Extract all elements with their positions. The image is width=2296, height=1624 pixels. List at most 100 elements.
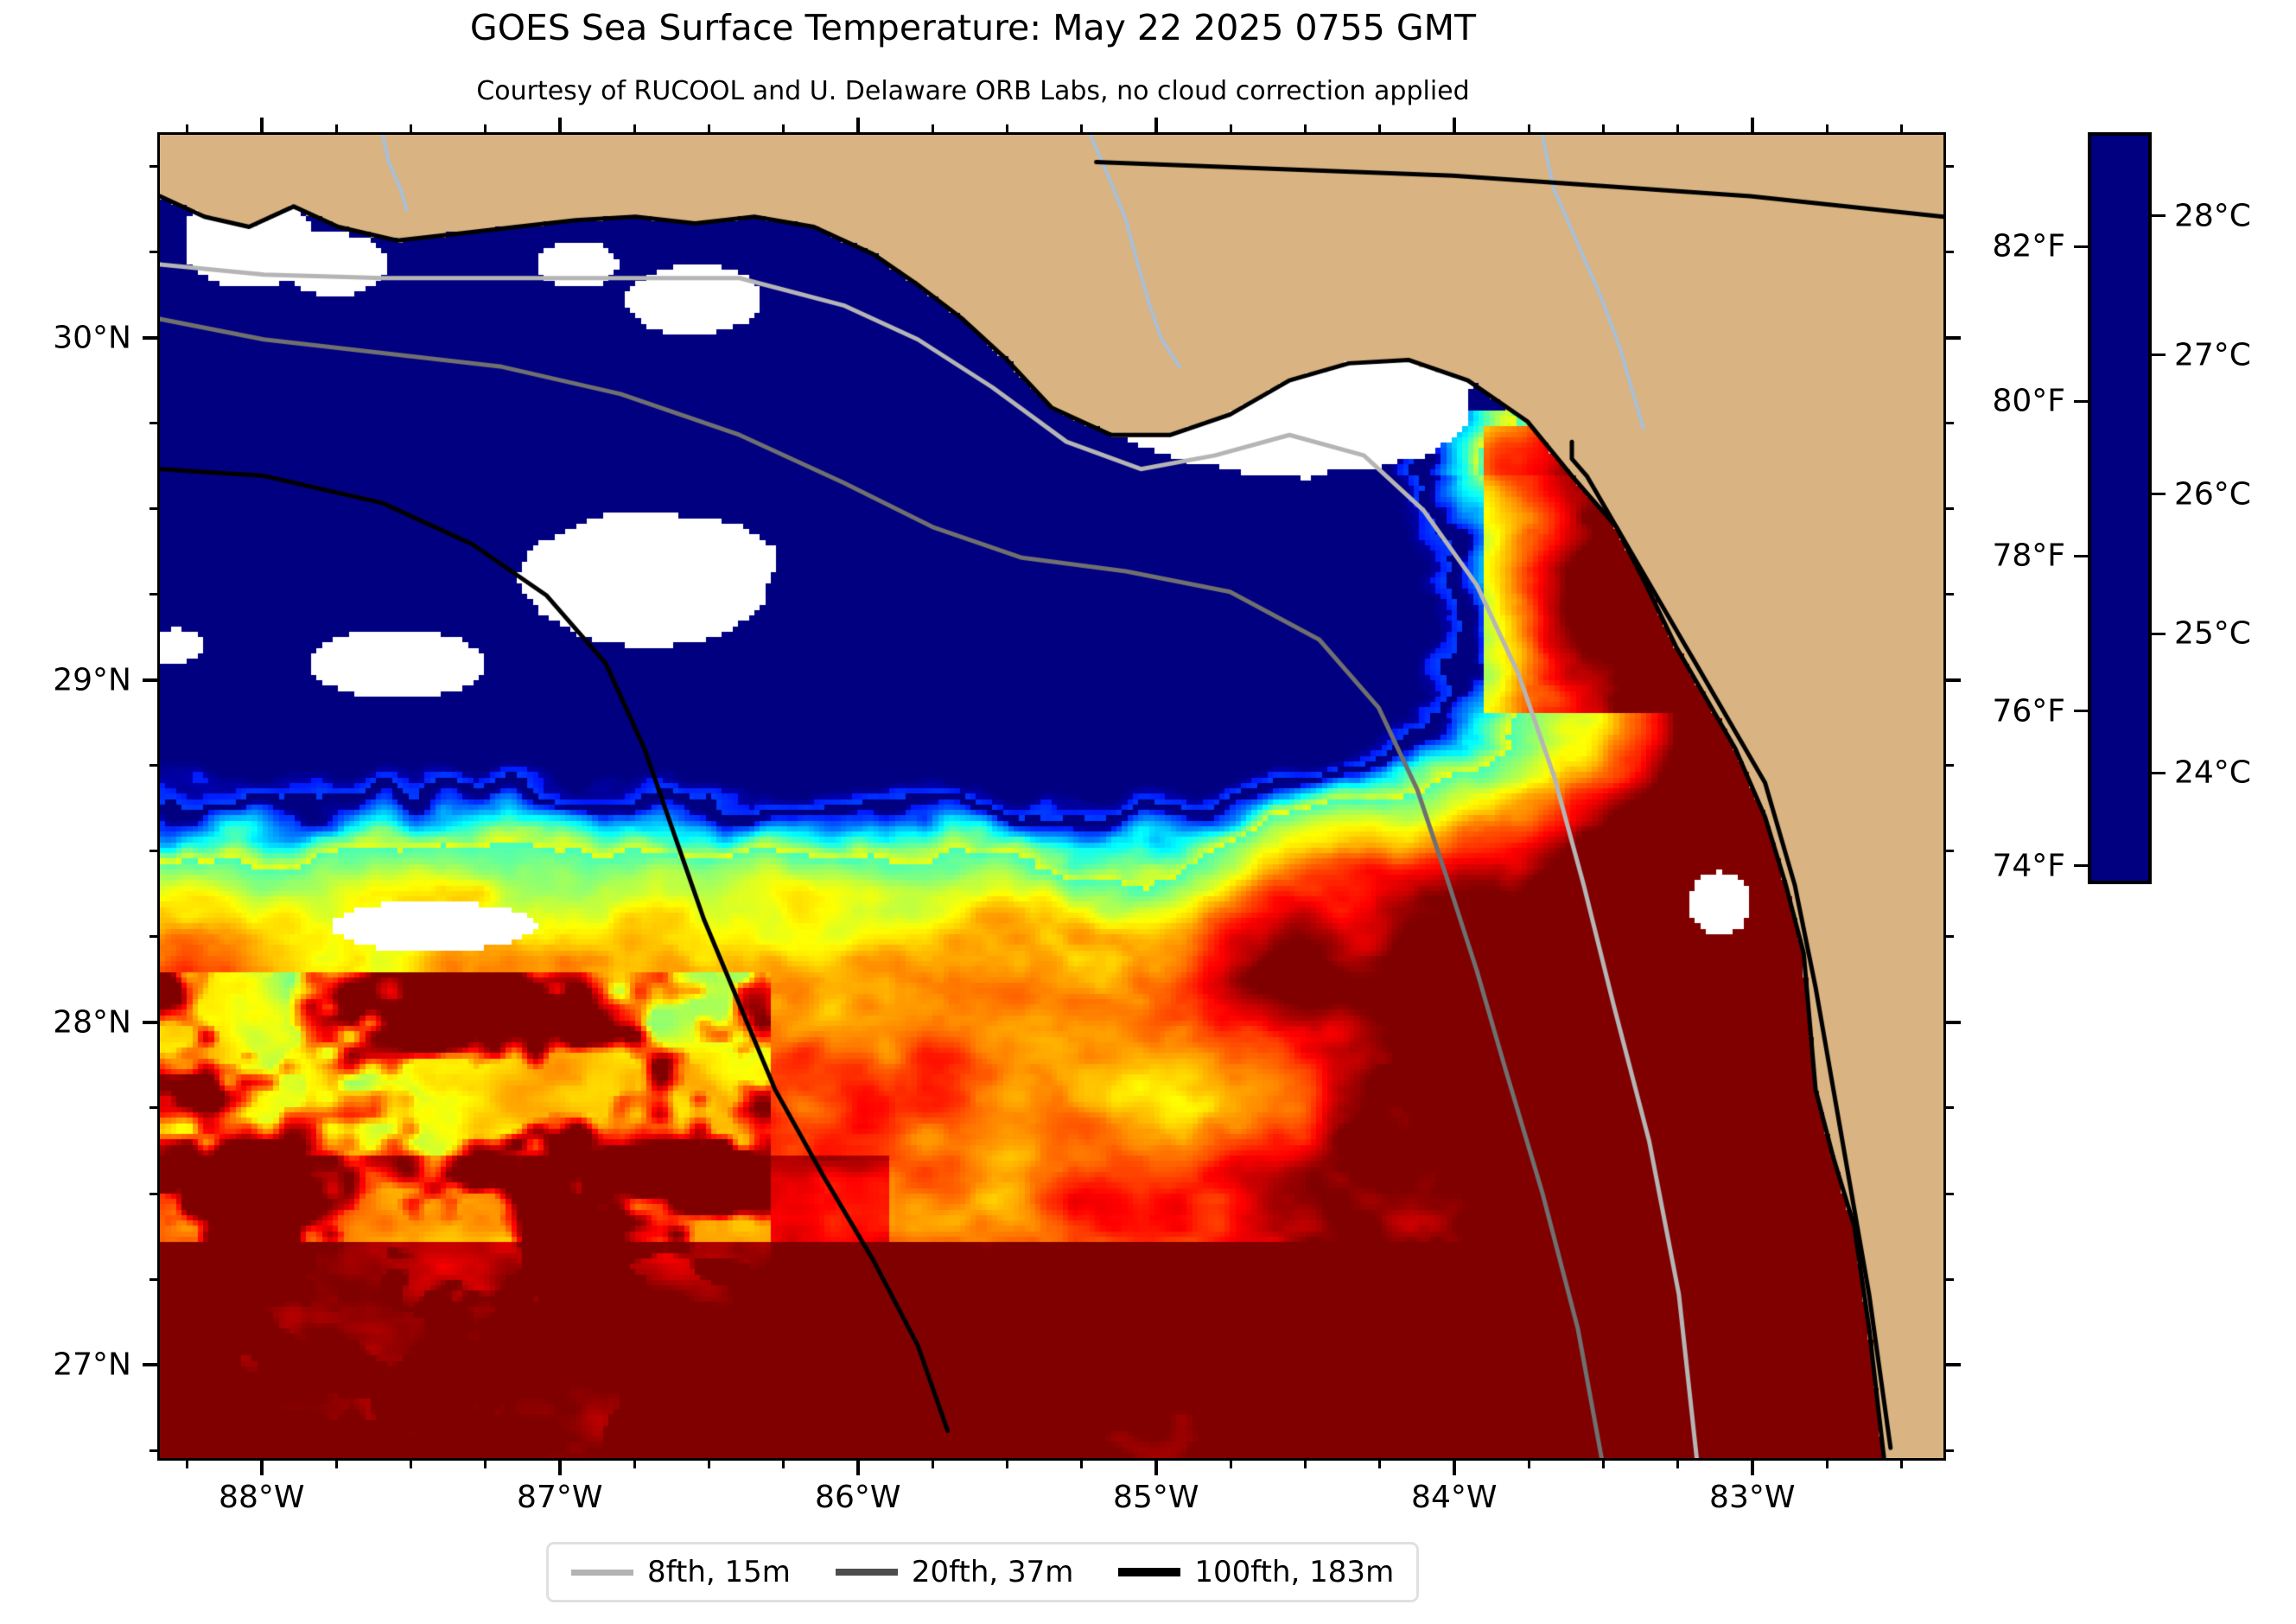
x-axis-label: 87°W [517, 1480, 603, 1515]
y-tick-minor-right [1944, 422, 1954, 425]
y-axis-label: 30°N [53, 320, 131, 356]
y-tick-minor-right [1944, 850, 1954, 853]
x-tick-minor-bottom [484, 1459, 487, 1468]
legend-entry-label: 20fth, 37m [911, 1555, 1074, 1589]
y-tick-major-right [1944, 1363, 1961, 1367]
x-tick-minor-bottom [186, 1459, 188, 1468]
x-axis-label: 84°W [1411, 1480, 1498, 1515]
colorbar-tick-f [2074, 864, 2088, 868]
x-tick-minor [409, 124, 412, 134]
y-tick-minor [149, 593, 159, 596]
y-tick-minor [149, 507, 159, 511]
y-tick-major [143, 335, 159, 340]
colorbar-tick-f [2074, 554, 2088, 557]
y-tick-minor-right [1944, 507, 1954, 511]
colorbar-label-fahrenheit: 80°F [1992, 383, 2065, 419]
x-tick-minor [1601, 124, 1605, 134]
x-tick-major [1750, 118, 1754, 134]
y-axis-label: 27°N [53, 1347, 131, 1383]
colorbar-tick-c [2152, 493, 2166, 496]
sst-map [157, 132, 1946, 1461]
colorbar-tick-c [2152, 214, 2166, 218]
x-tick-minor-bottom [1080, 1459, 1083, 1468]
colorbar-label-celsius: 28°C [2174, 198, 2251, 234]
x-tick-major [259, 118, 264, 134]
y-tick-minor [149, 1192, 159, 1195]
colorbar-label-celsius: 26°C [2174, 476, 2251, 513]
x-tick-minor [484, 124, 487, 134]
x-tick-minor [707, 124, 710, 134]
y-tick-minor [149, 1106, 159, 1110]
x-tick-major-bottom [1750, 1459, 1754, 1475]
legend-entry-label: 100fth, 183m [1194, 1555, 1395, 1589]
isobath-line-swatch [571, 1569, 633, 1576]
isobath-line-swatch [1118, 1568, 1181, 1576]
x-tick-minor-bottom [1527, 1459, 1530, 1468]
x-axis-label: 85°W [1113, 1480, 1199, 1515]
legend-entry-label: 8fth, 15m [647, 1555, 791, 1589]
colorbar-label-fahrenheit: 78°F [1992, 538, 2065, 574]
x-tick-minor-bottom [1676, 1459, 1679, 1468]
x-tick-major [1452, 118, 1456, 134]
colorbar-tick-c [2152, 632, 2166, 635]
x-tick-minor [1005, 124, 1008, 134]
x-tick-major [557, 118, 562, 134]
x-tick-minor [334, 124, 338, 134]
x-tick-minor [1303, 124, 1307, 134]
colorbar: 24°C 25°C 26°C 27°C 28°C 74°F 76°F 78°F 80°F 82°F [1992, 132, 2251, 884]
x-tick-minor-bottom [782, 1459, 785, 1468]
colorbar-label-celsius: 27°C [2174, 337, 2251, 373]
x-axis-label: 86°W [815, 1480, 901, 1515]
x-tick-minor [186, 124, 188, 134]
x-axis-label: 88°W [219, 1480, 305, 1515]
y-tick-minor-right [1944, 593, 1954, 596]
x-tick-minor [1229, 124, 1232, 134]
x-tick-major-bottom [557, 1459, 562, 1475]
x-tick-minor-bottom [409, 1459, 412, 1468]
x-tick-minor [1378, 124, 1381, 134]
colorbar-tick-f [2074, 710, 2088, 712]
y-tick-minor-right [1944, 1277, 1954, 1281]
x-tick-minor-bottom [707, 1459, 710, 1468]
y-tick-major [143, 1020, 159, 1024]
x-tick-major-bottom [1154, 1459, 1158, 1475]
legend-entry: 8fth, 15m [571, 1555, 791, 1589]
x-tick-minor-bottom [1825, 1459, 1829, 1468]
y-tick-minor-right [1944, 1192, 1954, 1195]
isobath-line-swatch [835, 1569, 898, 1576]
x-tick-minor-bottom [1005, 1459, 1008, 1468]
x-tick-minor-bottom [931, 1459, 934, 1468]
y-tick-major [143, 678, 159, 682]
x-tick-minor [782, 124, 785, 134]
sst-raster [160, 135, 1943, 1458]
y-tick-minor [149, 1277, 159, 1281]
colorbar-label-fahrenheit: 82°F [1992, 228, 2065, 264]
legend-entry: 100fth, 183m [1118, 1555, 1394, 1589]
x-tick-major-bottom [259, 1459, 264, 1475]
y-tick-major [143, 1363, 159, 1367]
x-tick-minor [1825, 124, 1829, 134]
legend-entry: 20fth, 37m [835, 1555, 1074, 1589]
x-tick-minor-bottom [1899, 1459, 1903, 1468]
y-tick-minor [149, 251, 159, 254]
x-tick-major-bottom [855, 1459, 860, 1475]
x-tick-minor [1899, 124, 1903, 134]
y-axis-label: 28°N [53, 1004, 131, 1041]
x-tick-major [1154, 118, 1158, 134]
x-tick-minor-bottom [633, 1459, 636, 1468]
y-tick-minor-right [1944, 165, 1954, 169]
y-tick-major-right [1944, 1020, 1961, 1024]
colorbar-gradient [2088, 132, 2152, 884]
y-tick-major-right [1944, 335, 1961, 340]
x-tick-minor [633, 124, 636, 134]
y-tick-minor [149, 165, 159, 169]
y-tick-minor [149, 764, 159, 767]
x-tick-minor-bottom [1601, 1459, 1605, 1468]
colorbar-tick-c [2152, 771, 2166, 774]
x-tick-minor-bottom [334, 1459, 338, 1468]
colorbar-tick-f [2074, 399, 2088, 403]
x-tick-minor-bottom [1229, 1459, 1232, 1468]
y-tick-minor-right [1944, 1106, 1954, 1110]
y-tick-minor-right [1944, 1449, 1954, 1452]
y-tick-minor-right [1944, 251, 1954, 254]
